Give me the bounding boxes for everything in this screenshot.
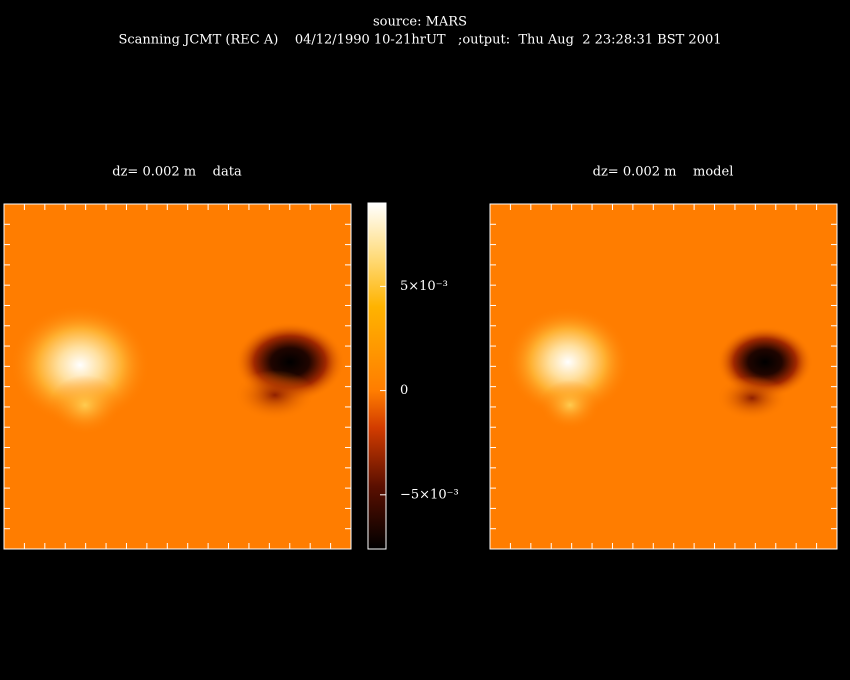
panel-label: dz= 0.002 m model xyxy=(593,165,734,180)
colorbar-tick-label: 5×10⁻³ xyxy=(400,279,448,294)
data-map xyxy=(3,203,352,550)
subtitle: Scanning JCMT (REC A) 04/12/1990 10-21hr… xyxy=(118,33,721,48)
frame-ticks xyxy=(3,203,838,550)
model-map xyxy=(489,203,838,550)
colorbar-tick-label: 0 xyxy=(400,383,408,398)
colorbar xyxy=(367,202,387,550)
panel-label: dz= 0.002 m data xyxy=(112,165,242,180)
colorbar-tick-label: −5×10⁻³ xyxy=(400,487,459,502)
title: source: MARS xyxy=(373,15,467,30)
